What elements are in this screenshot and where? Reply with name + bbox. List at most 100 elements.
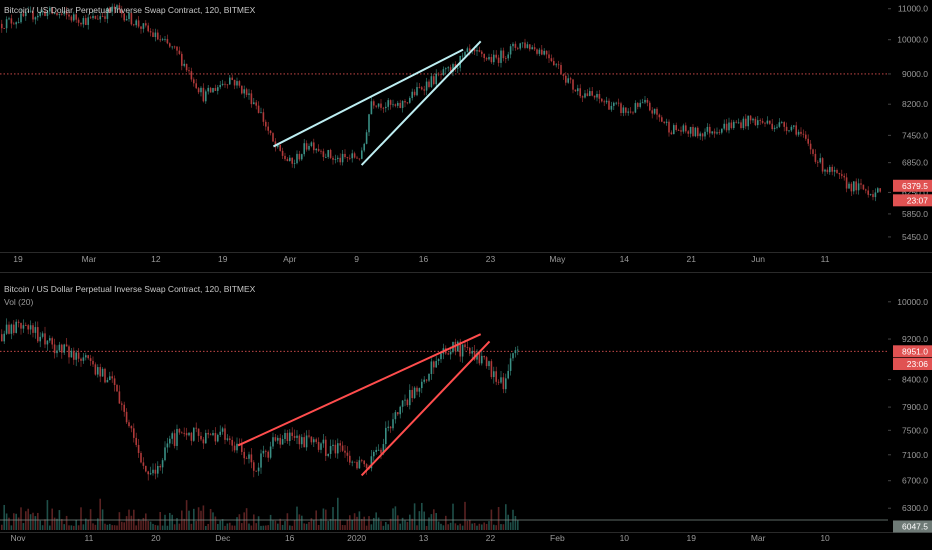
volume-bar — [89, 509, 92, 530]
candle-body — [308, 435, 310, 437]
candle-body — [464, 52, 466, 56]
candle-body — [548, 54, 550, 59]
candle-body — [368, 114, 370, 133]
candle-body — [545, 50, 548, 55]
candle-body — [370, 456, 373, 469]
candle-body — [169, 43, 171, 47]
candle-body — [483, 355, 485, 358]
candle-body — [248, 93, 250, 95]
candle-body — [677, 129, 680, 131]
candle-body — [152, 32, 154, 38]
volume-bar — [274, 520, 277, 530]
volume-bar — [37, 512, 39, 530]
x-tick-label: 19 — [218, 254, 228, 264]
candle-body — [812, 149, 814, 154]
candle-body — [289, 157, 291, 162]
candle-body — [476, 50, 478, 52]
candle-body — [195, 427, 197, 429]
y-tick-label: 9000.0 — [902, 69, 928, 79]
volume-bar — [3, 504, 5, 530]
candle-body — [797, 131, 800, 135]
candle-body — [514, 350, 517, 354]
candle-body — [646, 99, 649, 103]
candle-body — [421, 381, 423, 389]
x-tick-label: 22 — [486, 533, 496, 543]
candle-body — [495, 371, 497, 382]
candle-body — [485, 357, 488, 367]
candle-body — [181, 53, 183, 66]
candle-body — [94, 15, 97, 19]
candle-body — [166, 443, 169, 448]
volume-bar — [399, 523, 401, 530]
candle-body — [802, 133, 805, 135]
volume-bar — [459, 523, 461, 530]
candle-body — [445, 68, 447, 70]
candle-body — [322, 151, 325, 158]
candle-body — [183, 63, 185, 66]
candle-body — [58, 344, 61, 351]
candle-body — [22, 325, 25, 329]
candle-body — [817, 161, 819, 163]
candle-body — [399, 406, 401, 415]
candle-body — [637, 103, 639, 107]
volume-bar — [476, 525, 478, 530]
x-tick-label: 11 — [821, 254, 830, 264]
candle-body — [286, 432, 289, 442]
candle-body — [740, 122, 742, 128]
candle-body — [670, 132, 673, 135]
volume-bar — [308, 521, 310, 530]
volume-bar — [27, 508, 29, 530]
candle-body — [34, 327, 37, 333]
candle-body — [591, 91, 593, 96]
volume-bar — [207, 523, 209, 530]
volume-bar — [428, 517, 430, 530]
price-badge-label: 6379.5 — [902, 181, 928, 191]
volume-bar — [514, 515, 517, 530]
candle-body — [598, 94, 601, 99]
candle-body — [41, 333, 44, 337]
candle-body — [332, 157, 334, 160]
volume-bar — [301, 515, 303, 530]
candle-body — [418, 388, 421, 392]
candle-body — [68, 14, 70, 17]
volume-bar — [15, 513, 17, 530]
volume-bar — [231, 525, 233, 530]
volume-bar — [80, 507, 82, 530]
volume-bar — [193, 508, 195, 530]
volume-bar — [457, 525, 459, 530]
candle-body — [109, 7, 111, 12]
volume-bar — [449, 522, 452, 530]
candle-body — [289, 432, 291, 442]
x-tick-label: Jun — [751, 254, 765, 264]
candle-body — [766, 120, 769, 124]
volume-bar — [140, 520, 142, 530]
candle-body — [351, 461, 353, 463]
candle-body — [711, 131, 713, 134]
candle-body — [147, 471, 149, 475]
candle-body — [51, 7, 53, 14]
candle-body — [176, 428, 178, 446]
volume-bar — [418, 511, 421, 530]
candle-body — [233, 445, 236, 451]
candle-body — [565, 75, 567, 83]
volume-bar — [262, 525, 265, 530]
candle-body — [80, 22, 82, 25]
volume-bar — [269, 514, 272, 530]
volume-bar — [142, 517, 145, 530]
volume-bar — [1, 524, 3, 530]
candle-body — [164, 447, 166, 461]
volume-bar — [437, 521, 440, 530]
candle-body — [149, 31, 152, 33]
candle-body — [826, 169, 829, 173]
candle-body — [195, 83, 197, 89]
y-tick-label: 6300.0 — [902, 503, 928, 513]
volume-bar — [159, 511, 161, 530]
volume-bar — [277, 523, 279, 530]
candle-body — [543, 50, 545, 55]
candle-body — [197, 88, 200, 93]
candle-body — [104, 16, 106, 19]
candle-body — [377, 449, 380, 451]
candle-body — [385, 106, 387, 109]
volume-bar — [51, 508, 53, 530]
